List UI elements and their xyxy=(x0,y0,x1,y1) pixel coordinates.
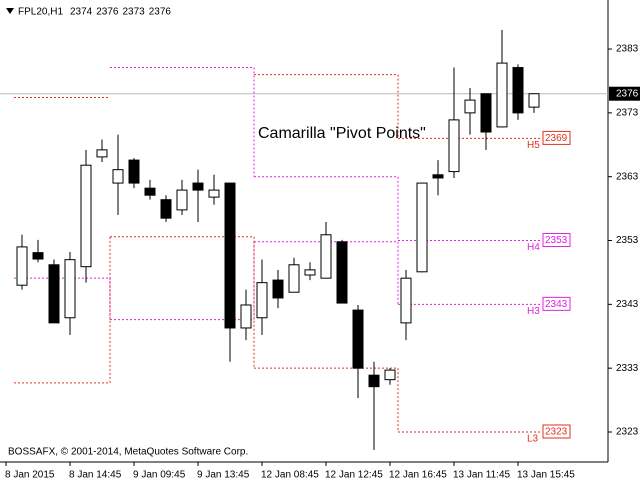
candle-body xyxy=(496,62,508,128)
x-tick-label: 13 Jan 15:45 xyxy=(517,470,575,481)
pivot-value-label: 2343 xyxy=(545,299,568,310)
pivot-label-box xyxy=(542,130,571,145)
candle-body xyxy=(176,189,188,211)
x-tick-label: 12 Jan 08:45 xyxy=(261,470,319,481)
candle-body xyxy=(32,252,44,260)
candle-body xyxy=(384,369,396,381)
chart-title: FPL20,H1 xyxy=(18,7,63,18)
x-tick-label: 12 Jan 16:45 xyxy=(389,470,447,481)
candle-body xyxy=(96,149,108,158)
footer: BOSSAFX, © 2001-2014, MetaQuotes Softwar… xyxy=(8,447,248,458)
y-tick-label: 2333 xyxy=(616,363,639,374)
candle-body xyxy=(416,182,428,273)
candle-body xyxy=(224,182,236,329)
last-price-label: 2376 xyxy=(616,88,639,99)
header-value: 2373 xyxy=(123,7,146,18)
candle-body xyxy=(16,246,28,286)
last-price-box xyxy=(609,86,640,101)
candle-body xyxy=(352,309,364,369)
candle-body xyxy=(112,169,124,184)
candle-body xyxy=(272,279,284,299)
y-tick-label: 2353 xyxy=(616,235,639,246)
x-tick-label: 8 Jan 2015 xyxy=(5,470,55,481)
candle-body xyxy=(448,119,460,173)
x-tick-label: 9 Jan 09:45 xyxy=(133,470,186,481)
candle-body xyxy=(480,93,492,133)
candle-body xyxy=(528,93,540,108)
candle-body xyxy=(288,264,300,293)
y-tick-label: 2343 xyxy=(616,299,639,310)
pivot-name: H5 xyxy=(527,140,540,151)
header-value: 2374 xyxy=(70,7,93,18)
candle-body xyxy=(304,269,316,276)
candle-body xyxy=(64,259,76,319)
pivot-value-label: 2353 xyxy=(545,235,568,246)
candle-body xyxy=(192,182,204,191)
pivot-label-box xyxy=(542,233,571,248)
candle-body xyxy=(320,234,332,279)
candle-body xyxy=(400,277,412,324)
candle-body xyxy=(512,67,524,114)
x-tick-label: 9 Jan 13:45 xyxy=(197,470,250,481)
candle-body xyxy=(368,374,380,388)
x-tick-label: 12 Jan 12:45 xyxy=(325,470,383,481)
candle-body xyxy=(80,164,92,268)
pivot-label-box xyxy=(542,296,571,311)
candle-body xyxy=(432,174,444,179)
x-tick-label: 8 Jan 14:45 xyxy=(69,470,122,481)
y-tick-label: 2323 xyxy=(616,427,639,438)
pivot-name: H4 xyxy=(527,242,540,253)
candle-body xyxy=(128,159,140,184)
pivot-name: L3 xyxy=(527,434,539,445)
candle-body xyxy=(208,189,220,198)
y-tick-label: 2373 xyxy=(616,108,639,119)
candle-body xyxy=(256,282,268,319)
candle-body xyxy=(336,241,348,304)
y-tick-label: 2383 xyxy=(616,44,639,55)
candle-body xyxy=(160,199,172,219)
candle-body xyxy=(48,264,60,324)
y-tick-label: 2363 xyxy=(616,171,639,182)
pivot-name: H3 xyxy=(527,306,540,317)
pivot-value-label: 2323 xyxy=(545,427,568,438)
pivot-value-label: 2369 xyxy=(545,133,568,144)
pivot-label-box xyxy=(542,424,571,439)
header-value: 2376 xyxy=(96,7,119,18)
header-value: 2376 xyxy=(149,7,172,18)
candle-body xyxy=(464,99,476,114)
annotation: Camarilla "Pivot Points" xyxy=(258,125,426,142)
symbol-icon xyxy=(6,8,14,14)
candle-body xyxy=(144,187,156,196)
x-tick-label: 13 Jan 11:45 xyxy=(453,470,511,481)
candle-body xyxy=(240,304,252,329)
